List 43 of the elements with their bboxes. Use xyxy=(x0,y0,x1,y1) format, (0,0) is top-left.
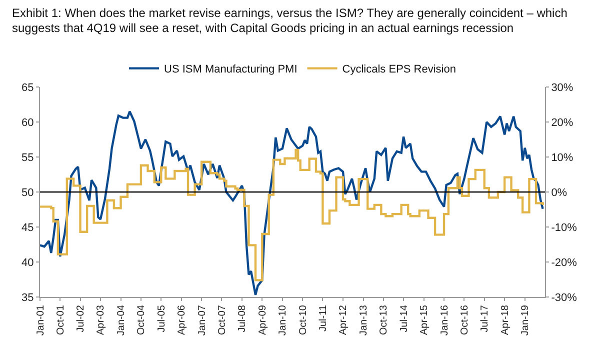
x-tick-label: Oct-10 xyxy=(298,304,309,336)
legend-label: US ISM Manufacturing PMI xyxy=(164,64,298,76)
x-tick-label: Oct-13 xyxy=(378,304,390,336)
y-tick-label: 65 xyxy=(22,82,34,94)
x-tick-label: Jul-08 xyxy=(237,304,248,332)
x-tick-label: Apr-09 xyxy=(257,304,268,336)
y-tick-label: 40 xyxy=(22,256,34,269)
x-tick-label: Apr-18 xyxy=(500,304,511,336)
x-tick-label: Apr-03 xyxy=(96,304,107,336)
x-tick-label: Jan-16 xyxy=(439,304,450,336)
y-tick-label: 60 xyxy=(22,116,34,129)
line-series xyxy=(40,110,544,296)
y2-tick-label: 20% xyxy=(551,116,574,129)
x-tick-label: Jan-10 xyxy=(278,304,289,336)
x-tick-label: Oct-07 xyxy=(216,304,228,336)
y2-tick-label: -30% xyxy=(551,292,578,304)
x-tick-label: Apr-15 xyxy=(419,304,430,336)
x-tick-label: Jan-07 xyxy=(196,304,208,336)
y2-tick-label: 0% xyxy=(551,186,568,199)
x-tick-label: Oct-04 xyxy=(136,304,148,336)
x-tick-label: Jul-11 xyxy=(318,304,329,332)
y-tick-label: 55 xyxy=(22,152,34,164)
y-tick-label: 35 xyxy=(22,292,34,304)
x-tick-label: Jul-02 xyxy=(76,304,87,332)
x-tick-label: Jan-04 xyxy=(116,304,128,336)
y-tick-label: 45 xyxy=(22,222,34,234)
x-tick-label: Oct-16 xyxy=(459,304,470,336)
x-tick-label: Jan-01 xyxy=(35,304,46,336)
chart-title: Exhibit 1: When does the market revise earnings, versus the ISM? They are generally coincident – which suggests that 4Q19 will see a reset, with Capital Goods pricing in an actual earnings recession xyxy=(11,5,568,37)
x-tick-label: Jan-13 xyxy=(358,304,370,336)
y2-tick-label: 10% xyxy=(551,152,574,164)
x-tick-label: Apr-12 xyxy=(338,304,350,336)
x-tick-label: Jul-14 xyxy=(398,304,410,332)
x-tick-label: Apr-06 xyxy=(176,304,188,336)
y2-tick-label: -10% xyxy=(551,222,578,234)
x-tick-label: Jul-17 xyxy=(480,304,491,332)
y-tick-label: 50 xyxy=(22,186,34,199)
x-tick-label: Jul-05 xyxy=(156,304,168,332)
x-tick-label: Jan-19 xyxy=(520,304,532,336)
y2-tick-label: 30% xyxy=(551,82,574,94)
y2-tick-label: -20% xyxy=(551,256,578,269)
legend-label: Cyclicals EPS Revision xyxy=(342,64,456,76)
x-tick-label: Oct-01 xyxy=(55,304,66,336)
